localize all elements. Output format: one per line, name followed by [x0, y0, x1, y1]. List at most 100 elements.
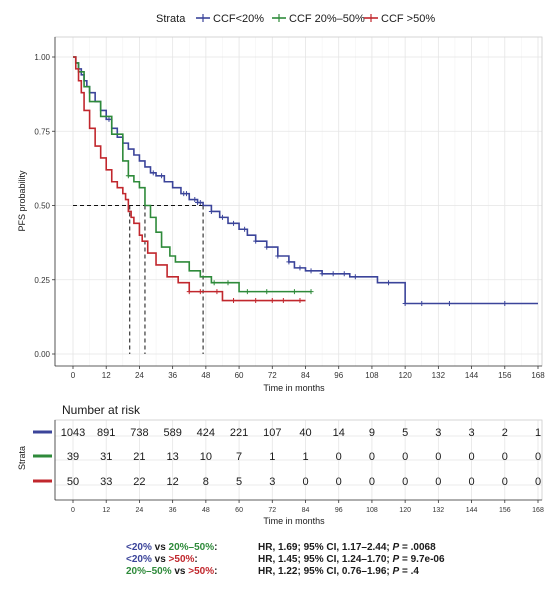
risk-x-tick-label: 156 [499, 507, 511, 514]
risk-cell: 3 [435, 427, 441, 439]
risk-cell: 0 [402, 476, 408, 488]
risk-cell: 0 [402, 451, 408, 463]
risk-x-tick-label: 108 [366, 507, 378, 514]
censor-mark [214, 289, 220, 295]
censor-mark [264, 244, 270, 250]
censor-mark [219, 214, 225, 220]
risk-cell: 40 [299, 427, 311, 439]
risk-cell: 0 [336, 476, 342, 488]
x-tick-label: 120 [398, 371, 412, 380]
y-tick-label: 0.75 [34, 127, 50, 136]
risk-cell: 891 [97, 427, 115, 439]
censor-mark [308, 289, 314, 295]
x-tick-label: 48 [201, 371, 210, 380]
censor-mark [286, 259, 292, 265]
risk-row: 1043 891 738 589 424 221 107 40 14 9 5 3 3 2 1 [33, 427, 541, 439]
plot-background [55, 37, 542, 366]
risk-cell: 0 [435, 476, 441, 488]
median-lines [73, 205, 204, 354]
hr-p-value: = 9.7e-06 [399, 554, 445, 565]
risk-cell: 1 [302, 451, 308, 463]
risk-cell: 3 [269, 476, 275, 488]
risk-x-tick-label: 48 [202, 507, 210, 514]
censor-mark [197, 289, 203, 295]
hr-p-label: P [392, 542, 400, 553]
legend-label: CCF 20%–50% [289, 13, 365, 25]
censor-mark [197, 200, 203, 206]
censor-mark [253, 298, 259, 304]
risk-cell: 22 [133, 476, 145, 488]
risk-cell: 2 [502, 427, 508, 439]
risk-x-tick-label: 36 [169, 507, 177, 514]
risk-cell: 0 [336, 451, 342, 463]
hr-group-a: <20% [126, 542, 152, 553]
risk-cell: 31 [100, 451, 112, 463]
hr-vs: vs [151, 542, 169, 553]
risk-cell: 50 [67, 476, 79, 488]
risk-x-tick-label: 96 [335, 507, 343, 514]
censor-mark [269, 298, 275, 304]
hr-vs: vs [171, 566, 189, 577]
survival-curve [73, 56, 314, 295]
hr-colon: : [214, 542, 218, 553]
risk-x-tick-label: 60 [235, 507, 243, 514]
risk-cell: 13 [167, 451, 179, 463]
censor-mark [308, 268, 314, 274]
x-tick-label: 144 [465, 371, 479, 380]
y-axis-label: PFS probability [17, 170, 27, 232]
legend-label: CCF >50% [381, 13, 435, 25]
censor-mark [341, 271, 347, 277]
risk-cell: 0 [469, 451, 475, 463]
hr-p-label: P [392, 554, 400, 565]
hr-p-value: = .0068 [399, 542, 436, 553]
x-tick-label: 132 [432, 371, 446, 380]
censor-mark [242, 226, 248, 232]
hr-stats-text: HR, 1.69; 95% CI, 1.17–2.44; [258, 542, 393, 553]
censor-mark [264, 289, 270, 295]
censor-mark [106, 116, 112, 122]
risk-cell: 1043 [61, 427, 85, 439]
risk-cell: 738 [130, 427, 148, 439]
risk-cell: 39 [67, 451, 79, 463]
risk-table-rows: 1043 891 738 589 424 221 107 40 14 9 5 3 3 2 139 31 21 13… [33, 427, 541, 488]
x-tick-label: 24 [135, 371, 144, 380]
hr-vs: vs [151, 554, 169, 565]
risk-cell: 12 [167, 476, 179, 488]
hr-comparison: <20% vs >50%: [126, 554, 198, 566]
survival-curve-line [73, 56, 306, 302]
censor-mark [150, 170, 156, 176]
hr-group-b: >50% [188, 566, 215, 577]
hr-group-a: <20% [126, 554, 152, 565]
risk-cell: 0 [502, 476, 508, 488]
risk-cell: 107 [263, 427, 281, 439]
risk-cell: 14 [333, 427, 345, 439]
censor-mark [297, 298, 303, 304]
censor-mark [125, 173, 131, 179]
censor-mark [330, 271, 336, 277]
censor-mark [291, 289, 297, 295]
censor-mark [183, 191, 189, 197]
hr-p-label: P [392, 566, 400, 577]
risk-x-tick-label: 72 [268, 507, 276, 514]
survival-curve [73, 56, 538, 307]
risk-x-tick-label: 0 [71, 507, 75, 514]
legend-title: Strata [156, 13, 186, 25]
y-tick-label: 0.25 [34, 276, 50, 285]
risk-cell: 3 [469, 427, 475, 439]
x-tick-label: 60 [235, 371, 244, 380]
hr-statistics: HR, 1.22; 95% CI, 0.76–1.96; P = .4 [258, 566, 419, 578]
risk-cell: 424 [197, 427, 215, 439]
risk-cell: 33 [100, 476, 112, 488]
hr-group-b: 20%–50% [168, 542, 215, 553]
x-tick-label: 108 [365, 371, 379, 380]
x-tick-label: 12 [102, 371, 111, 380]
risk-row: 50 33 22 12 8 5 3 0 0 0 0 0 0 0 0 [33, 476, 541, 488]
legend-entry: CCF<20% [196, 13, 264, 25]
x-tick-label: 96 [334, 371, 343, 380]
censor-mark [386, 280, 392, 286]
censor-mark [231, 220, 237, 226]
x-tick-label: 84 [301, 371, 310, 380]
censor-mark [208, 208, 214, 214]
x-axis-label: Time in months [263, 383, 325, 393]
hr-stats-text: HR, 1.45; 95% CI, 1.24–1.70; [258, 554, 393, 565]
